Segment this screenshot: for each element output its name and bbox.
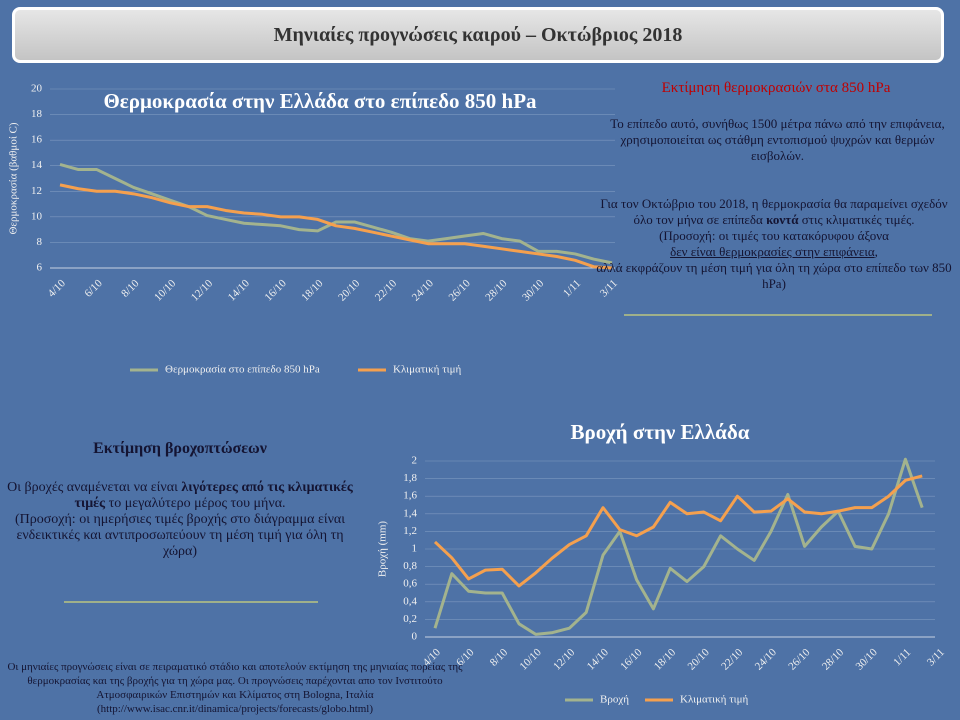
text: στις κλιματικές τιμές. (798, 212, 915, 227)
y-tick-label: 20 (31, 83, 43, 95)
text: Για τον Οκτώβριο του 2018, η θερμοκρασία… (600, 196, 948, 227)
y-tick-label: 18 (31, 108, 43, 120)
y-axis-label: Θερμοκρασία (βαθμοί C) (8, 122, 20, 234)
x-tick-label: 28/10 (820, 646, 847, 673)
y-tick-label: 10 (31, 210, 43, 222)
x-tick-label: 20/10 (336, 277, 363, 304)
y-tick-label: 0,6 (403, 578, 417, 590)
divider (624, 314, 932, 316)
rain-heading: Εκτίμηση βροχοπτώσεων (93, 440, 267, 457)
y-tick-label: 16 (31, 134, 43, 146)
x-tick-label: 14/10 (585, 646, 612, 673)
x-tick-label: 10/10 (518, 646, 545, 673)
x-tick-label: 26/10 (447, 277, 474, 304)
text: λιγότερες από τις κλιματικές τιμές (74, 480, 353, 511)
x-tick-label: 3/11 (925, 646, 947, 668)
y-tick-label: 8 (37, 236, 43, 248)
text: (Προσοχή: οι ημερήσιες τιμές βροχής στο … (14, 512, 346, 559)
legend-label: Κλιματική τιμή (680, 694, 748, 706)
x-tick-label: 16/10 (618, 646, 645, 673)
temp-paragraph: Το επίπεδο αυτό, συνήθως 1500 μέτρα πάνω… (610, 116, 945, 163)
y-tick-label: 1,2 (403, 525, 417, 537)
x-tick-label: 18/10 (299, 277, 326, 304)
x-tick-label: 12/10 (551, 646, 578, 673)
x-tick-label: 10/10 (152, 277, 179, 304)
text: (Προσοχή: οι τιμές του κατακόρυφου άξονα (659, 228, 889, 243)
x-tick-label: 16/10 (263, 277, 290, 304)
y-axis-label: Βροχή (mm) (377, 521, 389, 577)
x-tick-label: 30/10 (854, 646, 881, 673)
legend-label: Βροχή (600, 694, 629, 706)
y-tick-label: 6 (37, 262, 43, 274)
y-tick-label: 2 (412, 455, 418, 467)
text: Οι βροχές αναμένεται να είναι (7, 480, 182, 495)
data-line (59, 183, 613, 270)
divider (64, 601, 318, 603)
x-tick-label: 24/10 (410, 277, 437, 304)
y-tick-label: 0,2 (403, 613, 417, 625)
x-tick-label: 22/10 (373, 277, 400, 304)
y-tick-label: 0,8 (403, 560, 417, 572)
text: αλλά εκφράζουν τη μέση τιμή για όλη τη χ… (596, 260, 952, 291)
header: Μηνιαίες προγνώσεις καιρού – Οκτώβριος 2… (12, 7, 944, 63)
chart-title: Βροχή στην Ελλάδα (570, 420, 750, 444)
data-line (59, 162, 613, 265)
temp-paragraph: Για τον Οκτώβριο του 2018, η θερμοκρασία… (590, 196, 958, 292)
y-tick-label: 1,4 (403, 507, 417, 519)
x-tick-label: 1/11 (891, 646, 913, 668)
temp-heading: Εκτίμηση θερμοκρασιών στα 850 hPa (661, 80, 891, 96)
x-tick-label: 30/10 (520, 277, 547, 304)
y-tick-label: 0,4 (403, 595, 417, 607)
x-tick-label: 12/10 (189, 277, 216, 304)
y-tick-label: 12 (31, 185, 42, 197)
y-tick-label: 0 (412, 631, 418, 643)
x-tick-label: 8/10 (488, 646, 511, 669)
x-tick-label: 28/10 (483, 277, 510, 304)
text: κοντά (766, 212, 799, 227)
text: το μεγαλύτερο μέρος του μήνα. (105, 496, 286, 511)
y-tick-label: 14 (31, 159, 43, 171)
rain-paragraph: Οι βροχές αναμένεται να είναι λιγότερες … (5, 480, 355, 560)
x-tick-label: 18/10 (652, 646, 679, 673)
x-tick-label: 1/11 (561, 277, 583, 299)
y-tick-label: 1 (412, 543, 418, 555)
x-tick-label: 22/10 (719, 646, 746, 673)
x-tick-label: 20/10 (686, 646, 713, 673)
y-tick-label: 1,8 (403, 472, 417, 484)
data-line (433, 457, 924, 636)
chart-title: Θερμοκρασία στην Ελλάδα στο επίπεδο 850 … (103, 89, 537, 113)
text: , (874, 244, 878, 259)
x-tick-label: 8/10 (119, 277, 142, 300)
footer: Οι μηνιαίες προγνώσεις είναι σε πειραματ… (7, 661, 463, 715)
y-tick-label: 1,6 (403, 490, 417, 502)
x-tick-label: 24/10 (753, 646, 780, 673)
legend-label: Θερμοκρασία στο επίπεδο 850 hPa (165, 364, 320, 376)
x-tick-label: 26/10 (786, 646, 813, 673)
text: δεν είναι θερμοκρασίες στην επιφάνεια (670, 244, 875, 259)
legend-label: Κλιματική τιμή (393, 364, 461, 376)
x-tick-label: 14/10 (226, 277, 253, 304)
x-tick-label: 4/10 (46, 277, 69, 300)
data-line (433, 474, 923, 588)
x-tick-label: 6/10 (82, 277, 105, 300)
